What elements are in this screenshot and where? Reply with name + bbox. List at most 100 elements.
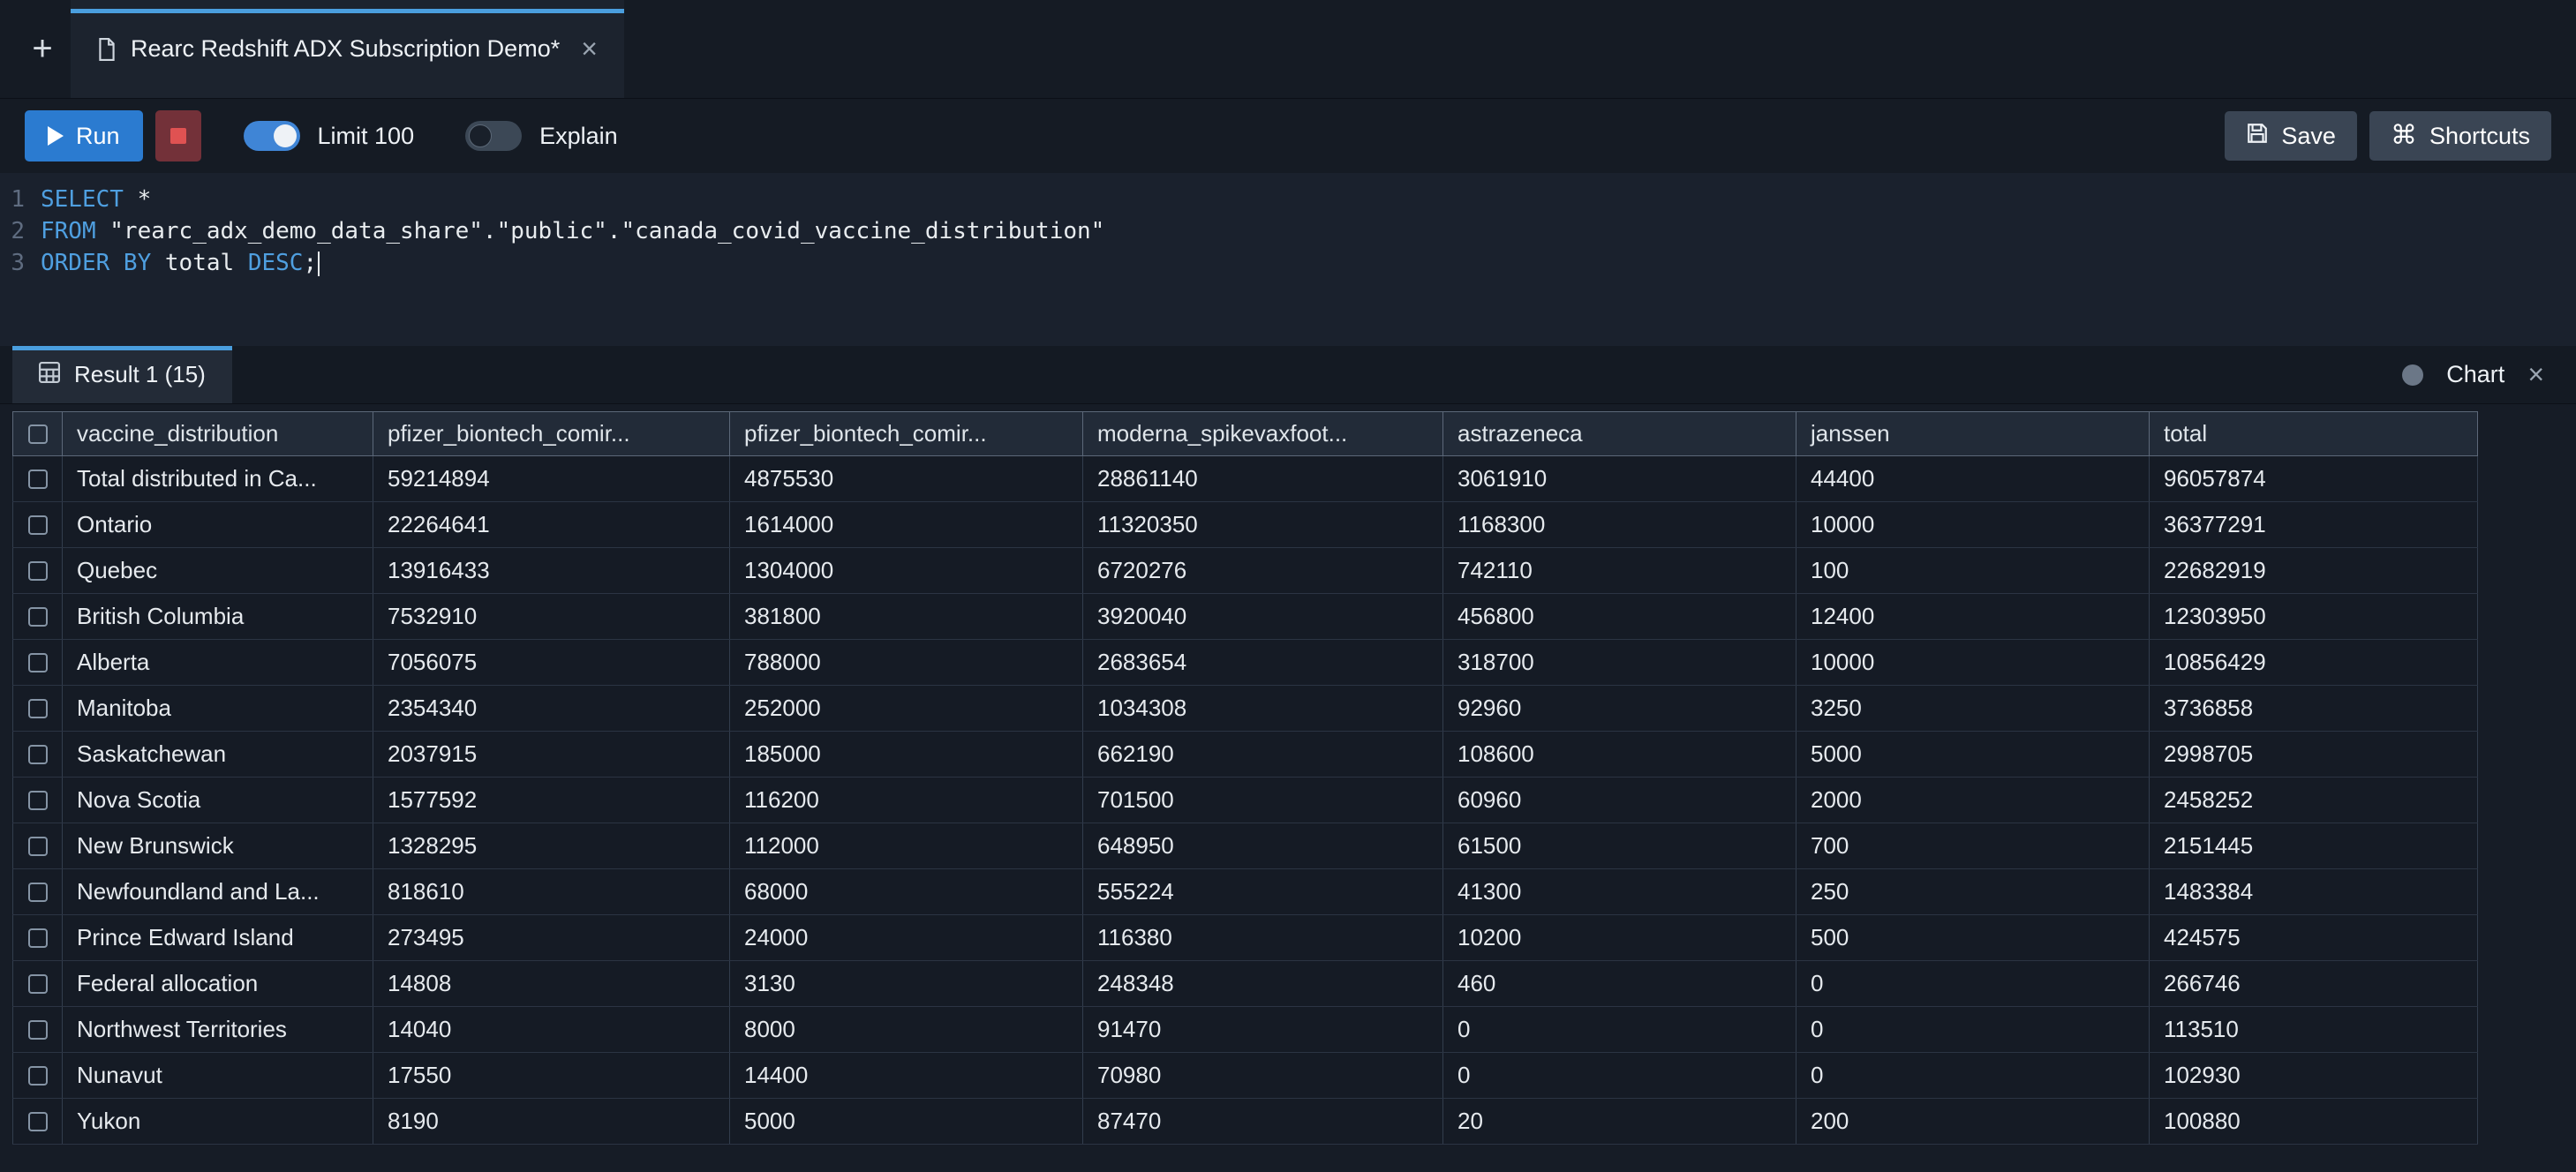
row-checkbox[interactable]	[27, 515, 48, 535]
row-checkbox[interactable]	[27, 1019, 48, 1040]
table-cell[interactable]: 200	[1796, 1098, 2150, 1145]
table-cell[interactable]: 648950	[1082, 823, 1443, 869]
table-cell[interactable]: 185000	[729, 731, 1083, 778]
table-cell[interactable]: 460	[1442, 960, 1796, 1007]
table-cell[interactable]: 14040	[373, 1006, 730, 1053]
table-row[interactable]: Quebec 13916433 1304000 6720276 742110 100 226…	[12, 547, 2478, 594]
code-line[interactable]: 1 SELECT *	[0, 184, 2576, 215]
table-row[interactable]: Federal allocation 14808 3130 248348 460 0 266…	[12, 960, 2478, 1007]
table-cell[interactable]: 102930	[2149, 1052, 2478, 1099]
table-row[interactable]: New Brunswick 1328295 112000 648950 61500 700…	[12, 823, 2478, 869]
stop-button[interactable]	[154, 110, 201, 162]
column-header[interactable]: janssen	[1796, 411, 2150, 456]
table-cell[interactable]: Prince Edward Island	[62, 914, 373, 961]
table-cell[interactable]: 1614000	[729, 501, 1083, 548]
results-close-icon[interactable]: ×	[2527, 358, 2544, 390]
table-cell[interactable]: 0	[1442, 1052, 1796, 1099]
table-cell[interactable]: 456800	[1442, 593, 1796, 640]
table-cell[interactable]: 1328295	[373, 823, 730, 869]
code-line[interactable]: 2 FROM "rearc_adx_demo_data_share"."publi…	[0, 215, 2576, 247]
table-row[interactable]: Total distributed in Ca... 59214894 487553…	[12, 455, 2478, 502]
limit-toggle[interactable]	[243, 121, 300, 151]
table-cell[interactable]: 12400	[1796, 593, 2150, 640]
table-cell[interactable]: 100880	[2149, 1098, 2478, 1145]
table-cell[interactable]: 1304000	[729, 547, 1083, 594]
table-cell[interactable]: 22264641	[373, 501, 730, 548]
row-checkbox[interactable]	[27, 606, 48, 627]
table-cell[interactable]: 61500	[1442, 823, 1796, 869]
row-checkbox[interactable]	[27, 1065, 48, 1086]
table-cell[interactable]: New Brunswick	[62, 823, 373, 869]
table-cell[interactable]: 266746	[2149, 960, 2478, 1007]
table-cell[interactable]: 0	[1442, 1006, 1796, 1053]
table-cell[interactable]: Quebec	[62, 547, 373, 594]
row-checkbox[interactable]	[27, 928, 48, 948]
table-cell[interactable]: 555224	[1082, 868, 1443, 915]
table-cell[interactable]: 10000	[1796, 639, 2150, 686]
table-cell[interactable]: 1034308	[1082, 685, 1443, 732]
sql-editor[interactable]: 1 SELECT * 2 FROM "rearc_adx_demo_data_shar…	[0, 173, 2576, 346]
table-cell[interactable]: 8190	[373, 1098, 730, 1145]
table-cell[interactable]: 28861140	[1082, 455, 1443, 502]
table-cell[interactable]: 10200	[1442, 914, 1796, 961]
table-cell[interactable]: 116380	[1082, 914, 1443, 961]
table-cell[interactable]: 3250	[1796, 685, 2150, 732]
table-row[interactable]: Saskatchewan 2037915 185000 662190 108600 500…	[12, 731, 2478, 778]
table-cell[interactable]: 2354340	[373, 685, 730, 732]
table-cell[interactable]: 3130	[729, 960, 1083, 1007]
row-checkbox[interactable]	[27, 973, 48, 994]
column-header[interactable]: moderna_spikevaxfoot...	[1082, 411, 1443, 456]
table-row[interactable]: Ontario 22264641 1614000 11320350 1168300 100…	[12, 501, 2478, 548]
table-cell[interactable]: 3920040	[1082, 593, 1443, 640]
table-cell[interactable]: 1168300	[1442, 501, 1796, 548]
table-row[interactable]: Prince Edward Island 273495 24000 116380 102…	[12, 914, 2478, 961]
table-cell[interactable]: 662190	[1082, 731, 1443, 778]
table-cell[interactable]: 252000	[729, 685, 1083, 732]
code-line[interactable]: 3 ORDER BY total DESC;	[0, 247, 2576, 279]
table-cell[interactable]: 20	[1442, 1098, 1796, 1145]
row-checkbox[interactable]	[27, 469, 48, 489]
table-cell[interactable]: 3736858	[2149, 685, 2478, 732]
chart-toggle-icon[interactable]	[2402, 364, 2424, 386]
table-cell[interactable]: 700	[1796, 823, 2150, 869]
table-cell[interactable]: 4875530	[729, 455, 1083, 502]
save-button[interactable]: Save	[2225, 111, 2357, 161]
table-cell[interactable]: 250	[1796, 868, 2150, 915]
explain-toggle[interactable]	[465, 121, 523, 151]
table-cell[interactable]: 44400	[1796, 455, 2150, 502]
row-checkbox[interactable]	[27, 652, 48, 672]
table-cell[interactable]: 248348	[1082, 960, 1443, 1007]
table-cell[interactable]: 0	[1796, 1006, 2150, 1053]
table-cell[interactable]: 5000	[1796, 731, 2150, 778]
table-cell[interactable]: 381800	[729, 593, 1083, 640]
shortcuts-button[interactable]: ⌘ Shortcuts	[2369, 111, 2551, 161]
row-checkbox[interactable]	[27, 1111, 48, 1131]
table-cell[interactable]: Northwest Territories	[62, 1006, 373, 1053]
table-row[interactable]: Alberta 7056075 788000 2683654 318700 10000 10…	[12, 639, 2478, 686]
run-button[interactable]: Run	[25, 110, 143, 162]
table-cell[interactable]: 41300	[1442, 868, 1796, 915]
table-cell[interactable]: 92960	[1442, 685, 1796, 732]
table-cell[interactable]: 7056075	[373, 639, 730, 686]
table-row[interactable]: Nunavut 17550 14400 70980 0 0 102930	[12, 1052, 2478, 1099]
table-cell[interactable]: 87470	[1082, 1098, 1443, 1145]
table-cell[interactable]: 5000	[729, 1098, 1083, 1145]
row-checkbox[interactable]	[27, 790, 48, 810]
table-cell[interactable]: 17550	[373, 1052, 730, 1099]
table-cell[interactable]: 2151445	[2149, 823, 2478, 869]
table-cell[interactable]: 68000	[729, 868, 1083, 915]
table-cell[interactable]: 818610	[373, 868, 730, 915]
table-cell[interactable]: 8000	[729, 1006, 1083, 1053]
table-cell[interactable]: Alberta	[62, 639, 373, 686]
table-cell[interactable]: 1483384	[2149, 868, 2478, 915]
table-cell[interactable]: 59214894	[373, 455, 730, 502]
table-cell[interactable]: 10856429	[2149, 639, 2478, 686]
table-cell[interactable]: 91470	[1082, 1006, 1443, 1053]
table-cell[interactable]: 6720276	[1082, 547, 1443, 594]
table-cell[interactable]: 0	[1796, 1052, 2150, 1099]
table-cell[interactable]: 70980	[1082, 1052, 1443, 1099]
table-cell[interactable]: 3061910	[1442, 455, 1796, 502]
table-cell[interactable]: 24000	[729, 914, 1083, 961]
table-row[interactable]: British Columbia 7532910 381800 3920040 4568…	[12, 593, 2478, 640]
chart-label[interactable]: Chart	[2446, 361, 2505, 387]
